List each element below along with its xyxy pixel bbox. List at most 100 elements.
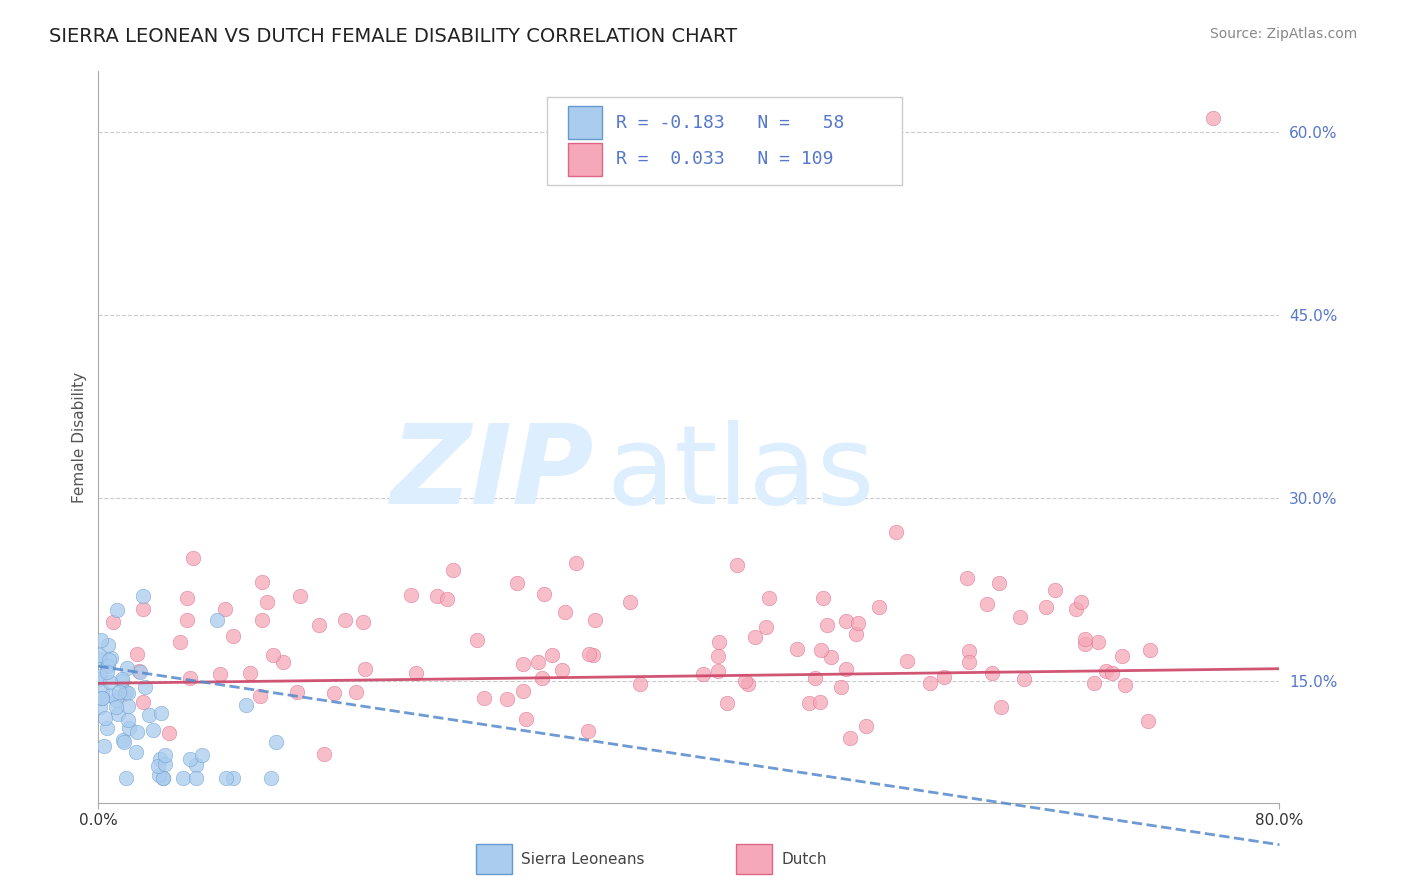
Point [1035,600,1057,615]
Bar [568,143,602,176]
Point [152,772,174,786]
Point [89,699,111,714]
Point [707,635,730,649]
Point [142,723,165,738]
Point [1111,648,1133,663]
Point [152,772,174,786]
Text: Source: ZipAtlas.com: Source: ZipAtlas.com [1209,27,1357,41]
Point [222,772,245,786]
Point [527,655,550,669]
Point [839,731,862,746]
Point [222,629,245,643]
FancyBboxPatch shape [547,97,901,185]
Point [273,656,295,670]
Point [91,691,114,706]
Point [110,672,132,686]
Point [96,659,118,673]
Point [707,649,730,664]
Bar [737,845,772,874]
Point [976,597,998,611]
Point [89,669,111,683]
Point [87,648,110,662]
Point [934,670,956,684]
Point [111,673,134,688]
Point [97,658,120,673]
Point [1014,672,1036,686]
Point [578,647,600,661]
Point [554,605,576,619]
Point [117,698,139,713]
Point [585,613,607,627]
Point [855,719,877,733]
Point [1114,678,1136,692]
Point [353,662,375,676]
Point [117,713,139,727]
Point [737,677,759,691]
Point [146,759,169,773]
Point [957,644,980,658]
Text: Sierra Leoneans: Sierra Leoneans [522,852,645,867]
Point [148,768,170,782]
Point [93,739,115,753]
Point [115,772,138,786]
Point [804,671,827,685]
Point [981,666,1004,681]
Point [956,571,979,585]
Point [619,594,641,608]
Point [239,665,262,680]
Point [125,724,148,739]
Point [117,661,139,675]
Text: R = -0.183   N =   58: R = -0.183 N = 58 [616,114,844,132]
Point [515,712,537,726]
Point [845,627,868,641]
Point [1202,111,1225,125]
Point [100,650,122,665]
Point [815,618,838,632]
Point [104,692,127,706]
Text: Dutch: Dutch [782,852,827,867]
Point [352,615,374,630]
Point [290,590,312,604]
Point [132,695,155,709]
Point [716,696,738,710]
Point [786,641,808,656]
Point [179,672,201,686]
Point [183,550,205,565]
Point [176,591,198,605]
Point [235,698,257,713]
Point [541,648,564,663]
Text: ZIP: ZIP [391,420,595,527]
Point [533,587,555,601]
Point [104,700,127,714]
Point [256,594,278,608]
Point [105,603,128,617]
Point [205,613,228,627]
Point [98,652,121,666]
Point [405,665,427,680]
Point [179,752,201,766]
Point [118,721,141,735]
Point [512,657,534,671]
Point [87,672,110,686]
Point [1139,643,1161,657]
Point [169,634,191,648]
Point [1136,714,1159,729]
Point [127,647,149,661]
Point [582,648,605,663]
Point [344,685,367,699]
Point [399,588,422,602]
Point [98,674,121,689]
Point [134,680,156,694]
Point [115,684,138,698]
Text: atlas: atlas [606,420,875,527]
Point [155,747,177,762]
Point [1087,635,1109,649]
Point [333,613,356,627]
Point [262,648,284,662]
Point [1074,637,1097,651]
Point [506,576,529,591]
Point [287,685,309,699]
Text: SIERRA LEONEAN VS DUTCH FEMALE DISABILITY CORRELATION CHART: SIERRA LEONEAN VS DUTCH FEMALE DISABILIT… [49,27,737,45]
Point [441,564,464,578]
Point [1094,664,1116,678]
